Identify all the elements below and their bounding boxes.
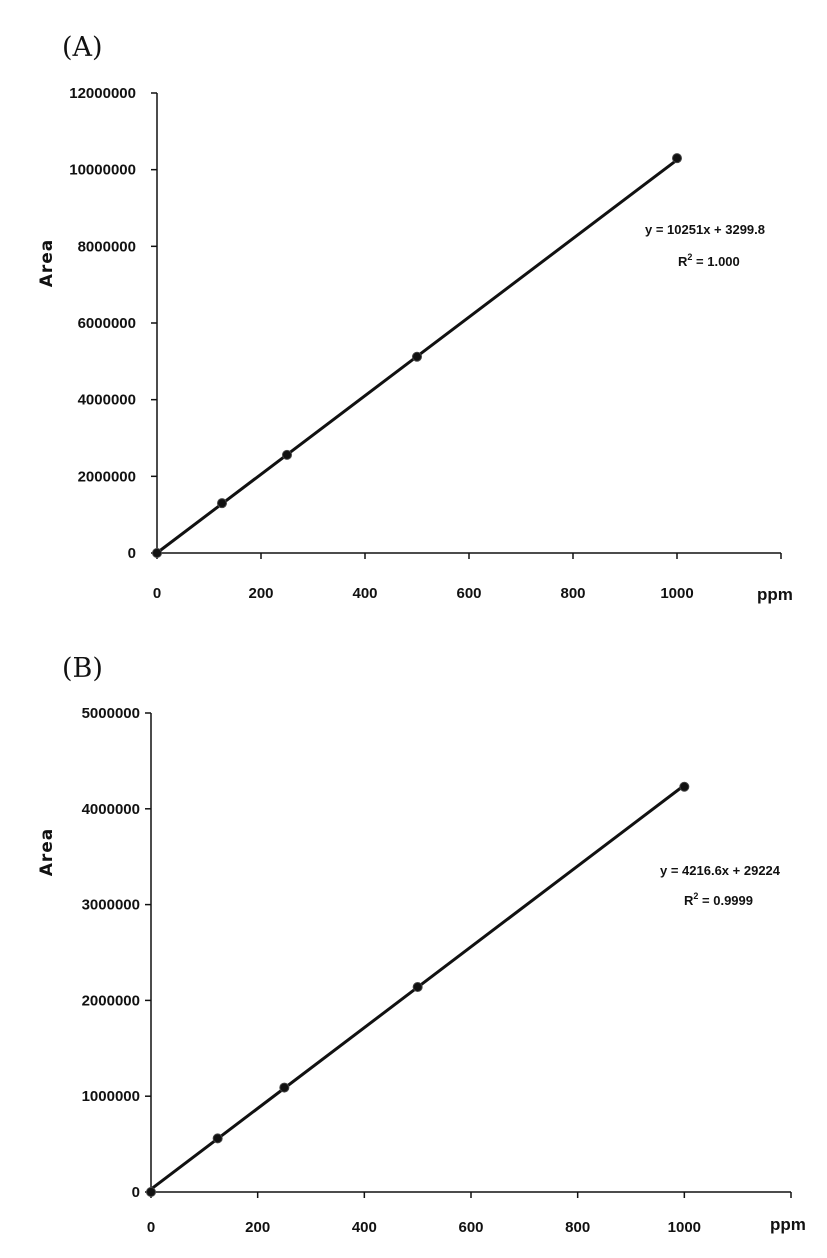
panel-b-x-unit-label: ppm [770,1215,806,1234]
panel-a-x-tick-label: 1000 [660,585,693,602]
panel-a-y-tick-label: 12000000 [69,85,136,102]
panel-a-x-tick-label: 800 [560,585,585,602]
panel-b-y-tick-label: 1000000 [82,1088,140,1105]
panel-b-data-point [279,1082,290,1093]
panel-b-x-tick-label: 200 [245,1219,270,1236]
panel-a-y-tick-label: 2000000 [78,468,136,485]
panel-b-data-point [212,1133,223,1144]
panel-a-y-tick-label: 0 [128,545,136,562]
panel-a-chart: (A) Area ppm y = 10251x + 3299.8 R2 = 1.… [37,32,793,604]
panel-a-data-point [282,449,292,460]
panel-b-y-tick-label: 3000000 [82,897,140,914]
panel-a-y-tick-label: 8000000 [78,238,136,255]
panel-b-y-tick-label: 5000000 [82,705,140,722]
panel-a-label: (A) [62,32,103,63]
panel-a-x-tick-label: 200 [248,585,273,602]
panel-b-data-point [679,781,690,792]
panel-a-x-unit-label: ppm [757,585,793,604]
panel-a-y-tick-label: 6000000 [78,315,136,332]
panel-a-x-ticks: 0 200 400 600 800 1000 [153,553,782,602]
panel-b-r-squared: R2 = 0.9999 [684,891,753,908]
panel-b-data-point [412,981,423,992]
panel-a-data-point [217,498,227,509]
panel-a-x-tick-label: 600 [456,585,481,602]
panel-a-plot-area [152,153,682,558]
panel-b-plot-area [146,781,690,1197]
panel-a-data-point [672,153,682,164]
panel-b-x-tick-label: 600 [458,1219,483,1236]
panel-a-data-point [152,548,162,558]
panel-b-y-tick-label: 2000000 [82,992,140,1009]
panel-a-fit-equation: y = 10251x + 3299.8 [645,222,765,237]
panel-a-data-point [412,351,422,362]
panel-b-label: (B) [62,653,103,684]
panel-b-y-tick-label: 0 [132,1184,140,1201]
panel-a-y-ticks: 0 2000000 4000000 6000000 8000000 10000000 120… [69,85,157,562]
panel-b-fit-equation: y = 4216.6x + 29224 [660,863,781,878]
panel-a-y-tick-label: 4000000 [78,392,136,409]
panel-b-y-tick-label: 4000000 [82,801,140,818]
panel-a-r-squared: R2 = 1.000 [678,252,740,269]
panel-a-x-tick-label: 400 [352,585,377,602]
panel-b-y-ticks: 0 1000000 2000000 3000000 4000000 5000000 [82,705,151,1201]
panel-b-x-ticks: 0 200 400 600 800 1000 [147,1192,792,1236]
panel-b-data-point [146,1187,156,1197]
panel-b-x-tick-label: 1000 [668,1219,701,1236]
panel-b-x-tick-label: 400 [352,1219,377,1236]
panel-b-axes [150,713,791,1193]
panel-a-x-tick-label: 0 [153,585,161,602]
panel-b-x-tick-label: 800 [565,1219,590,1236]
panel-a-y-axis-title: Area [37,239,57,288]
panel-b-x-tick-label: 0 [147,1219,155,1236]
panel-b-chart: (B) Area ppm y = 4216.6x + 29224 R2 = 0.… [37,653,806,1236]
panel-b-y-axis-title: Area [37,828,57,877]
panel-a-y-tick-label: 10000000 [69,162,136,179]
